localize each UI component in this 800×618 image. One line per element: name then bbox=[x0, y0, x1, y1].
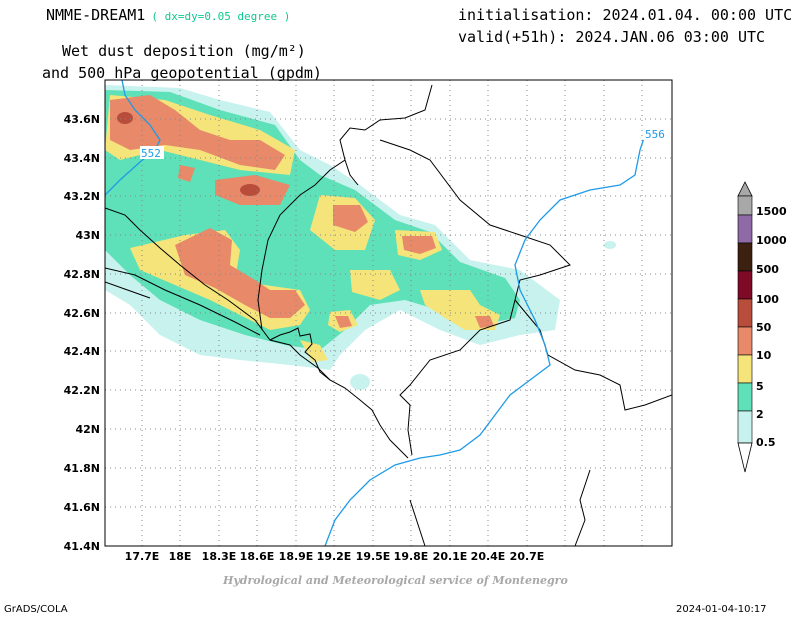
lon-label: 18.6E bbox=[240, 550, 275, 563]
lon-label: 20.4E bbox=[471, 550, 506, 563]
legend-label: 5 bbox=[756, 380, 764, 393]
lat-label: 41.4N bbox=[64, 540, 100, 553]
lon-label: 17.7E bbox=[125, 550, 160, 563]
timestamp: 2024-01-04-10:17 bbox=[676, 604, 767, 615]
legend-label: 2 bbox=[756, 408, 764, 421]
country-borders bbox=[105, 84, 672, 546]
lon-label: 19.2E bbox=[317, 550, 352, 563]
lat-label: 42.4N bbox=[64, 345, 100, 358]
legend-label: 0.5 bbox=[756, 436, 776, 449]
legend-label: 1500 bbox=[756, 205, 787, 218]
lon-label: 18.9E bbox=[279, 550, 314, 563]
legend-swatch bbox=[737, 242, 753, 272]
legend-swatch bbox=[737, 326, 753, 356]
legend-swatch bbox=[737, 298, 753, 328]
lon-label: 20.1E bbox=[433, 550, 468, 563]
map-title-line1: Wet dust deposition (mg/m²) bbox=[62, 42, 306, 60]
model-title: NMME-DREAM1 bbox=[46, 6, 146, 24]
lon-label: 19.8E bbox=[394, 550, 429, 563]
legend-label: 500 bbox=[756, 263, 779, 276]
color-legend: 0.5 2 5 10 50 100 500 1000 1500 bbox=[737, 181, 787, 473]
lat-label: 42.2N bbox=[64, 384, 100, 397]
longitude-axis: 17.7E 18E 18.3E 18.6E 18.9E 19.2E 19.5E … bbox=[125, 550, 545, 563]
legend-top-arrow bbox=[737, 181, 753, 197]
legend-swatch bbox=[737, 195, 753, 216]
model-name: NMME-DREAM1 ( dx=dy=0.05 degree ) bbox=[46, 6, 290, 24]
legend-swatch bbox=[737, 382, 753, 412]
lat-label: 41.6N bbox=[64, 501, 100, 514]
lat-label: 42.8N bbox=[64, 268, 100, 281]
latitude-axis: 43.6N 43.4N 43.2N 43N 42.8N 42.6N 42.4N … bbox=[64, 113, 100, 553]
software-label: GrADS/COLA bbox=[4, 604, 68, 615]
legend-label: 1000 bbox=[756, 234, 787, 247]
resolution-note: ( dx=dy=0.05 degree ) bbox=[151, 10, 291, 23]
contour-label-556: 556 bbox=[645, 128, 665, 141]
lat-label: 43.2N bbox=[64, 190, 100, 203]
contour-labels: 552 556 bbox=[140, 127, 669, 160]
lat-label: 43.6N bbox=[64, 113, 100, 126]
lat-label: 42.6N bbox=[64, 307, 100, 320]
lon-label: 20.7E bbox=[510, 550, 545, 563]
credit-text: Hydrological and Meteorological service … bbox=[223, 574, 568, 587]
legend-swatch bbox=[737, 270, 753, 300]
lat-label: 41.8N bbox=[64, 462, 100, 475]
legend-label: 50 bbox=[756, 321, 772, 334]
valid-time: valid(+51h): 2024.JAN.06 03:00 UTC bbox=[458, 28, 766, 46]
initialisation-time: initialisation: 2024.01.04. 00:00 UTC bbox=[458, 6, 793, 24]
lat-label: 42N bbox=[75, 423, 100, 436]
lat-label: 43N bbox=[75, 229, 100, 242]
map-title-line2: and 500 hPa geopotential (gpdm) bbox=[42, 64, 322, 82]
legend-bottom-arrow bbox=[737, 442, 753, 473]
lon-label: 18E bbox=[169, 550, 192, 563]
contour-label-552: 552 bbox=[141, 147, 161, 160]
legend-label: 100 bbox=[756, 293, 779, 306]
map-frame bbox=[104, 79, 673, 547]
deposition-field bbox=[105, 85, 616, 390]
lat-label: 43.4N bbox=[64, 152, 100, 165]
legend-label: 10 bbox=[756, 349, 772, 362]
legend-swatch bbox=[737, 410, 753, 444]
geopotential-contours bbox=[105, 80, 646, 546]
lon-label: 18.3E bbox=[202, 550, 237, 563]
legend-swatch bbox=[737, 214, 753, 244]
legend-swatch bbox=[737, 354, 753, 384]
lon-label: 19.5E bbox=[356, 550, 391, 563]
